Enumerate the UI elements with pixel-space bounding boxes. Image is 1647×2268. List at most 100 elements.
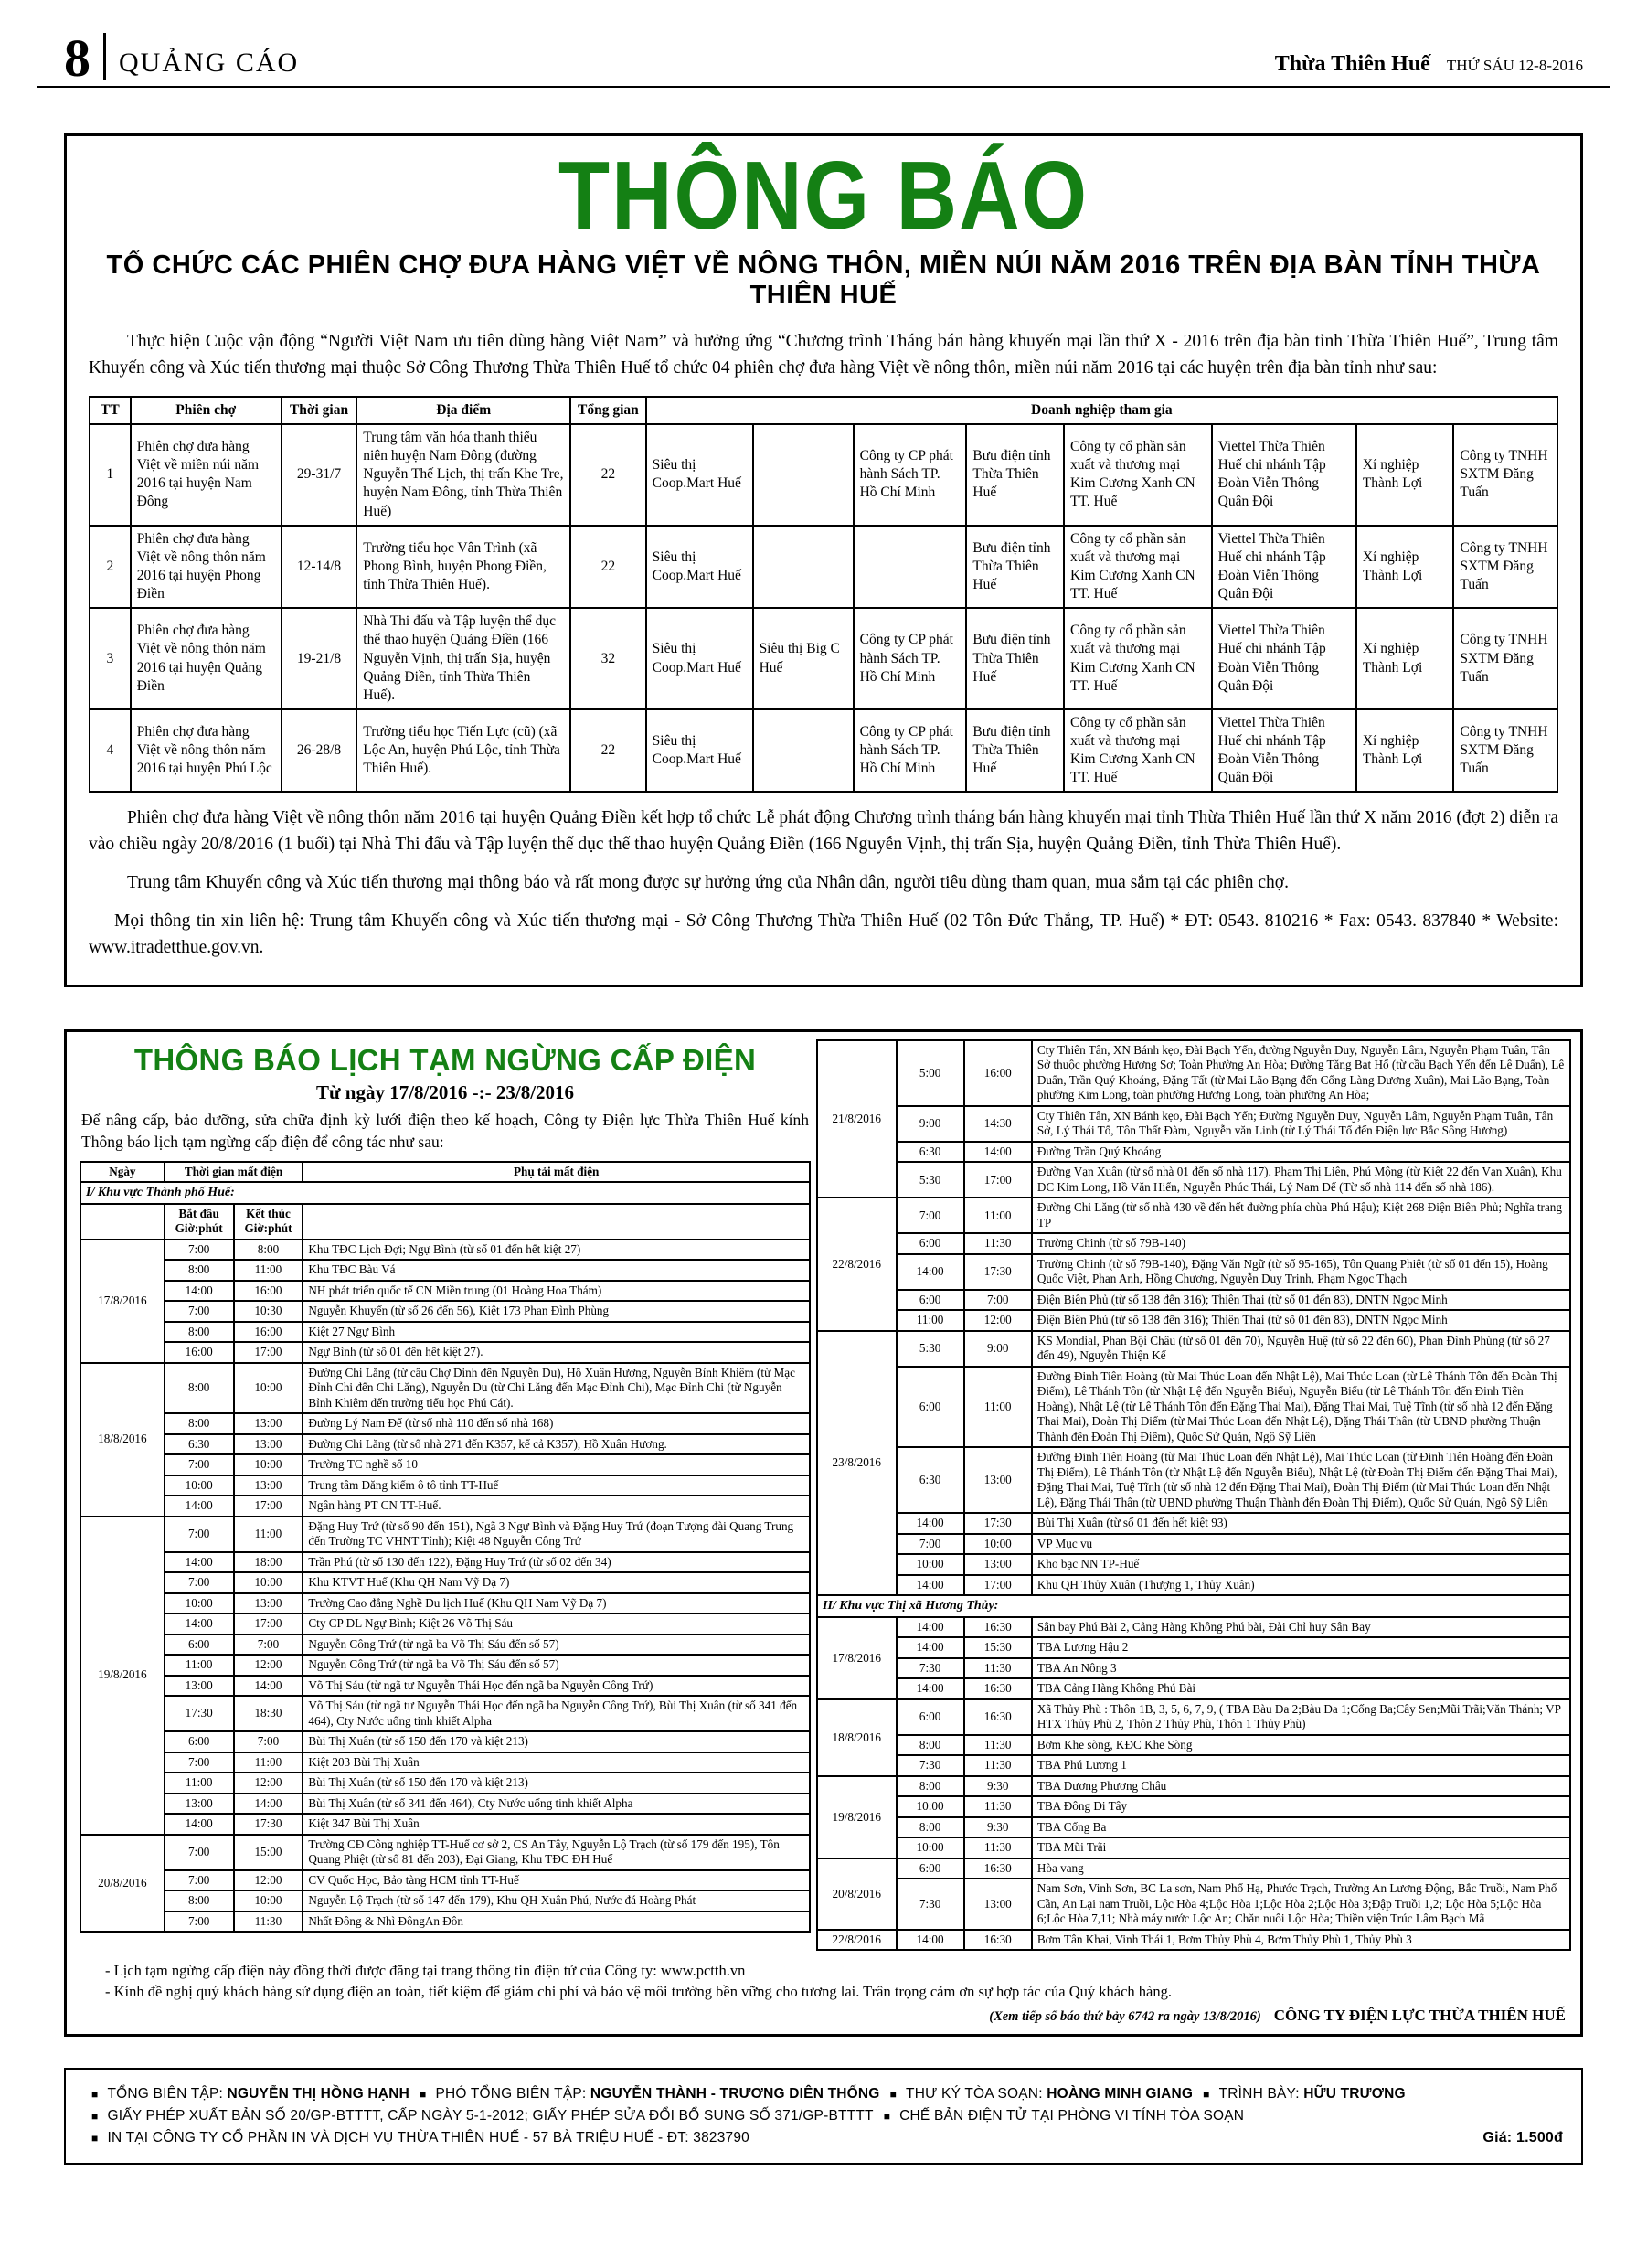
outage-left-column: THÔNG BÁO LỊCH TẠM NGỪNG CẤP ĐIỆN Từ ngà… <box>80 1039 811 1933</box>
outage-row: 10:00 13:00 Trung tâm Đăng kiểm ô tô tỉnh … <box>80 1474 811 1497</box>
end-cell: 13:00 <box>232 1412 304 1435</box>
end-cell: 13:00 <box>232 1592 304 1615</box>
paragraph-contact: Mọi thông tin xin liên hệ: Trung tâm Khu… <box>89 911 1558 957</box>
start-cell: 14:00 <box>163 1279 235 1303</box>
load-cell: Trường Chinh (từ số 79B-140) <box>1030 1232 1572 1255</box>
section-title: QUẢNG CÁO <box>119 48 300 78</box>
end-cell: 17:30 <box>962 1252 1033 1291</box>
cell: 22 <box>569 708 647 793</box>
start-cell: 7:00 <box>163 1515 235 1553</box>
end-cell: 16:30 <box>962 1677 1033 1700</box>
load-cell: Đặng Huy Trứ (từ số 90 đến 151), Ngã 3 N… <box>302 1515 811 1553</box>
start-cell: 11:00 <box>163 1654 235 1677</box>
end-cell: 11:00 <box>962 1365 1033 1449</box>
end-cell: 11:00 <box>232 1751 304 1774</box>
load-cell: Cty CP DL Ngự Bình; Kiệt 26 Võ Thị Sáu <box>302 1613 811 1635</box>
company-cell: Viettel Thừa Thiên Huế chi nhánh Tập Đoà… <box>1210 708 1357 793</box>
start-cell: 14:00 <box>895 1677 965 1700</box>
company-cell: Siêu thị Coop.Mart Huế <box>644 524 754 610</box>
company-cell: Công ty TNHH SXTM Đăng Tuấn <box>1452 708 1558 793</box>
outage-row: 7:30 13:00 Nam Sơn, Vinh Sơn, BC La sơn, N… <box>817 1878 1572 1931</box>
outage-row: 8:00 13:00 Đường Lý Nam Đế (từ số nhà 110 … <box>80 1412 811 1435</box>
square-bullet-icon: ■ <box>889 2087 898 2101</box>
outage-row: 14:00 17:30 Trường Chinh (từ số 79B-140), … <box>817 1252 1572 1291</box>
end-cell: 13:00 <box>232 1474 304 1497</box>
start-cell: 10:00 <box>895 1553 965 1576</box>
start-cell: 7:30 <box>895 1754 965 1777</box>
end-cell: 13:00 <box>962 1878 1033 1931</box>
company-cell: Công ty cổ phần sản xuất và thương mại K… <box>1063 422 1213 527</box>
load-cell: Đường Chi Lăng (từ cầu Chợ Dinh đến Nguy… <box>302 1361 811 1415</box>
company-cell: Công ty cổ phần sản xuất và thương mại K… <box>1063 524 1213 610</box>
outage-row: Bắt đầu Giờ:phút Kết thúc Giờ:phút <box>80 1202 811 1240</box>
start-cell: 11:00 <box>163 1772 235 1794</box>
load-cell: Ngự Bình (từ số 01 đến hết kiệt 27). <box>302 1341 811 1364</box>
end-cell: 17:00 <box>232 1341 304 1364</box>
outage-row: 6:30 13:00 Đường Đinh Tiên Hoàng (từ Mai T… <box>817 1446 1572 1515</box>
cell <box>80 1202 165 1240</box>
end-cell: 13:00 <box>962 1553 1033 1576</box>
company-cell: Công ty TNHH SXTM Đăng Tuấn <box>1452 524 1558 610</box>
start-cell: 6:00 <box>895 1232 965 1255</box>
outage-row: 8:00 16:00 Kiệt 27 Ngự Bình <box>80 1320 811 1344</box>
company-cell: Xí nghiệp Thành Lợi <box>1355 607 1455 710</box>
company-cell: Xí nghiệp Thành Lợi <box>1355 708 1455 793</box>
outage-row: 17/8/2016 14:00 16:30 Sân bay Phú Bài 2, Cả… <box>816 1615 1572 1700</box>
cell: Phiên chợ đưa hàng Việt về nông thôn năm… <box>129 524 282 610</box>
cell: 19-21/8 <box>280 607 358 710</box>
end-cell: 13:00 <box>232 1432 304 1456</box>
outage-intro: Để nâng cấp, bảo dưỡng, sửa chữa định kỳ… <box>81 1111 809 1152</box>
load-cell: TBA Dương Phương Châu <box>1030 1774 1572 1798</box>
end-cell: 12:00 <box>962 1309 1033 1332</box>
end-cell: 7:00 <box>962 1288 1033 1312</box>
end-cell: 11:30 <box>962 1232 1033 1255</box>
load-cell: Kho bạc NN TP-Huế <box>1030 1553 1572 1576</box>
outage-row: 10:00 11:30 TBA Mũi Trãi <box>817 1837 1572 1859</box>
load-cell: CV Quốc Học, Bảo tàng HCM tỉnh TT-Huế <box>302 1869 811 1892</box>
outage-row: 14:00 17:30 Bùi Thị Xuân (từ số 01 đến hết… <box>817 1512 1572 1535</box>
company-cell: Bưu điện tỉnh Thừa Thiên Huế <box>965 607 1065 710</box>
load-cell: Điện Biên Phủ (từ số 138 đến 316); Thiên… <box>1030 1309 1572 1332</box>
load-cell: Kiệt 203 Bùi Thị Xuân <box>302 1751 811 1774</box>
start-cell: 7:00 <box>163 1571 235 1594</box>
load-cell: Bơm Tân Khai, Vinh Thái 1, Bơm Thủy Phù … <box>1030 1928 1572 1952</box>
outage-row: 20/8/2016 6:00 16:30 Hòa vang <box>816 1857 1572 1931</box>
outage-row: 6:00 7:00 Nguyễn Công Trứ (từ ngã ba Võ Th… <box>80 1633 811 1656</box>
load-cell: Sân bay Phú Bài 2, Cảng Hàng Không Phú b… <box>1030 1615 1572 1639</box>
company-cell: Siêu thị Coop.Mart Huế <box>644 607 754 710</box>
outage-row: 14:00 16:00 NH phát triển quốc tế CN Miền … <box>80 1279 811 1303</box>
square-bullet-icon: ■ <box>91 2087 99 2101</box>
end-cell: 15:30 <box>962 1636 1033 1659</box>
start-cell: 7:00 <box>163 1453 235 1476</box>
start-cell: 6:00 <box>895 1365 965 1449</box>
load-cell: VP Mục vụ <box>1030 1532 1572 1556</box>
load-cell: Cty Thiên Tân, XN Bánh kẹo, Đài Bạch Yến… <box>1030 1038 1572 1107</box>
load-cell: Trường Cao đẳng Nghề Du lịch Huế (Khu QH… <box>302 1592 811 1615</box>
outage-row: I/ Khu vực Thành phố Huế: <box>80 1181 811 1205</box>
footer-segment: TỔNG BIÊN TẬP: NGUYỄN THỊ HỒNG HẠNH <box>107 2085 409 2102</box>
load-cell: Bùi Thị Xuân (từ số 150 đến 170 và kiệt … <box>302 1772 811 1794</box>
cell: Phiên chợ đưa hàng Việt về nông thôn năm… <box>129 607 282 710</box>
end-cell: 11:00 <box>232 1515 304 1553</box>
load-cell: Bơm Khe sòng, KĐC Khe Sòng <box>1030 1733 1572 1757</box>
cell: 2 <box>89 524 132 610</box>
cell: 22 <box>569 422 647 527</box>
market-fair-row: 2 Phiên chợ đưa hàng Việt về nông thôn nă… <box>89 524 1558 610</box>
start-cell: 8:00 <box>163 1412 235 1435</box>
cell: Trường tiểu học Tiến Lực (cũ) (xã Lộc An… <box>356 708 572 793</box>
date-cell: 20/8/2016 <box>80 1833 165 1933</box>
start-cell: 6:00 <box>895 1857 965 1880</box>
masthead: Thừa Thiên Huế <box>1274 52 1430 76</box>
company-cell: Viettel Thừa Thiên Huế chi nhánh Tập Đoà… <box>1210 524 1357 610</box>
start-cell: 7:00 <box>163 1238 235 1262</box>
start-cell: 13:00 <box>163 1674 235 1698</box>
company-cell: Bưu điện tỉnh Thừa Thiên Huế <box>965 524 1065 610</box>
load-cell: Nhất Đông & Nhì ĐôngAn Đôn <box>302 1910 811 1933</box>
end-cell: 11:00 <box>232 1259 304 1282</box>
company-cell <box>751 422 855 527</box>
outage-row: 14:00 17:00 Ngân hàng PT CN TT-Huế. <box>80 1495 811 1517</box>
cell: 22 <box>569 524 647 610</box>
footer-segment: IN TẠI CÔNG TY CỔ PHẦN IN VÀ DỊCH VỤ THỪ… <box>107 2129 749 2146</box>
start-cell: 7:30 <box>895 1878 965 1931</box>
paragraph-1: Phiên chợ đưa hàng Việt về nông thôn năm… <box>89 808 1558 854</box>
